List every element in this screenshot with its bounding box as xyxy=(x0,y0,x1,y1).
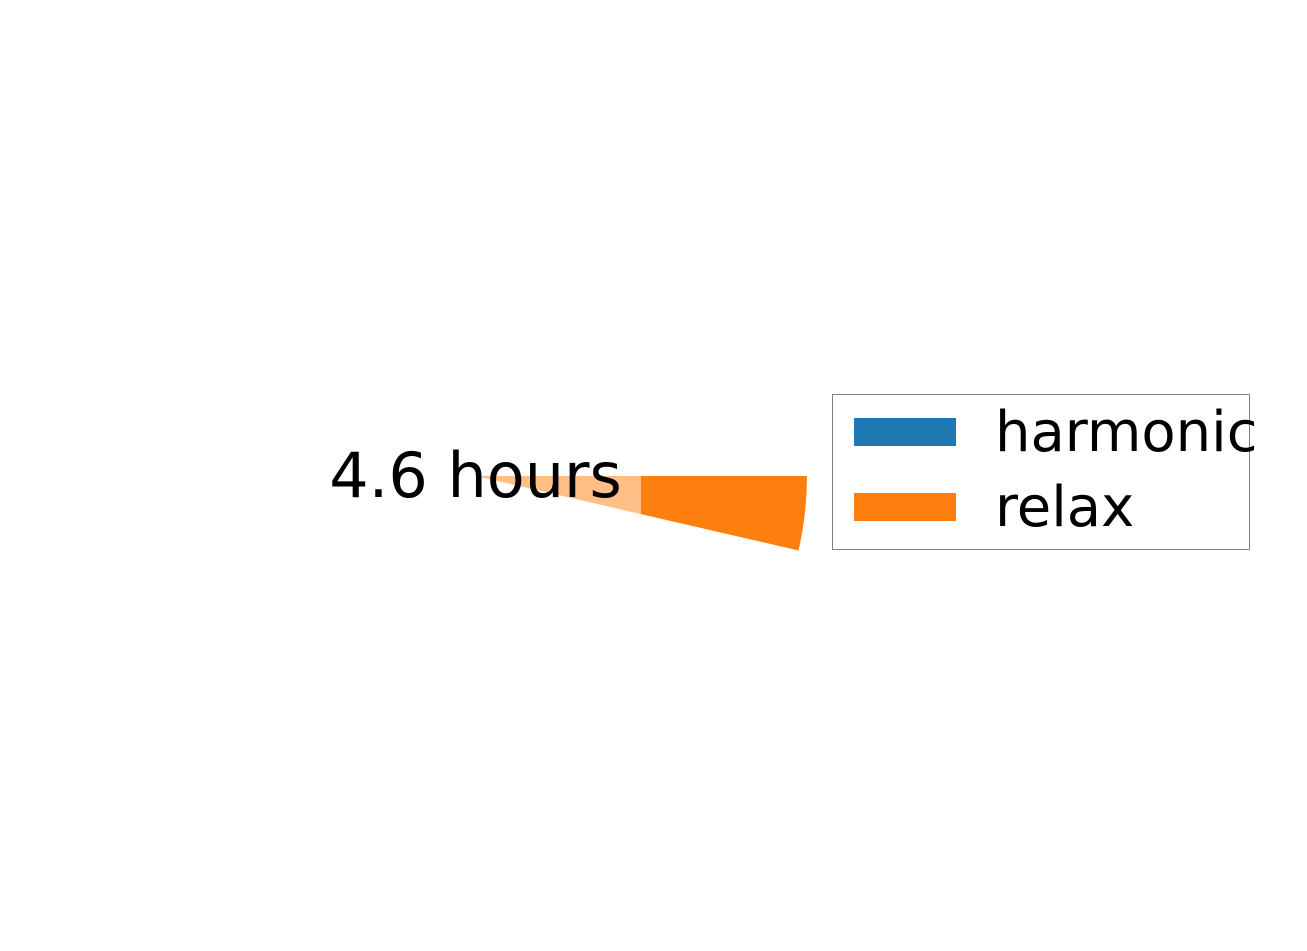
legend-label-harmonic: harmonic xyxy=(995,400,1258,465)
wedge-value-label-text: 4.6 hours xyxy=(329,438,622,512)
legend-entry-relax[interactable]: relax xyxy=(833,395,1249,536)
legend: harmonic relax xyxy=(832,394,1258,550)
wedge-value-label: 4.6 hours xyxy=(310,434,641,517)
legend-label-relax: relax xyxy=(995,475,1135,540)
legend-entry-harmonic[interactable]: harmonic xyxy=(833,395,1258,461)
legend-swatch-harmonic xyxy=(854,418,956,446)
legend-swatch-relax xyxy=(854,493,956,521)
